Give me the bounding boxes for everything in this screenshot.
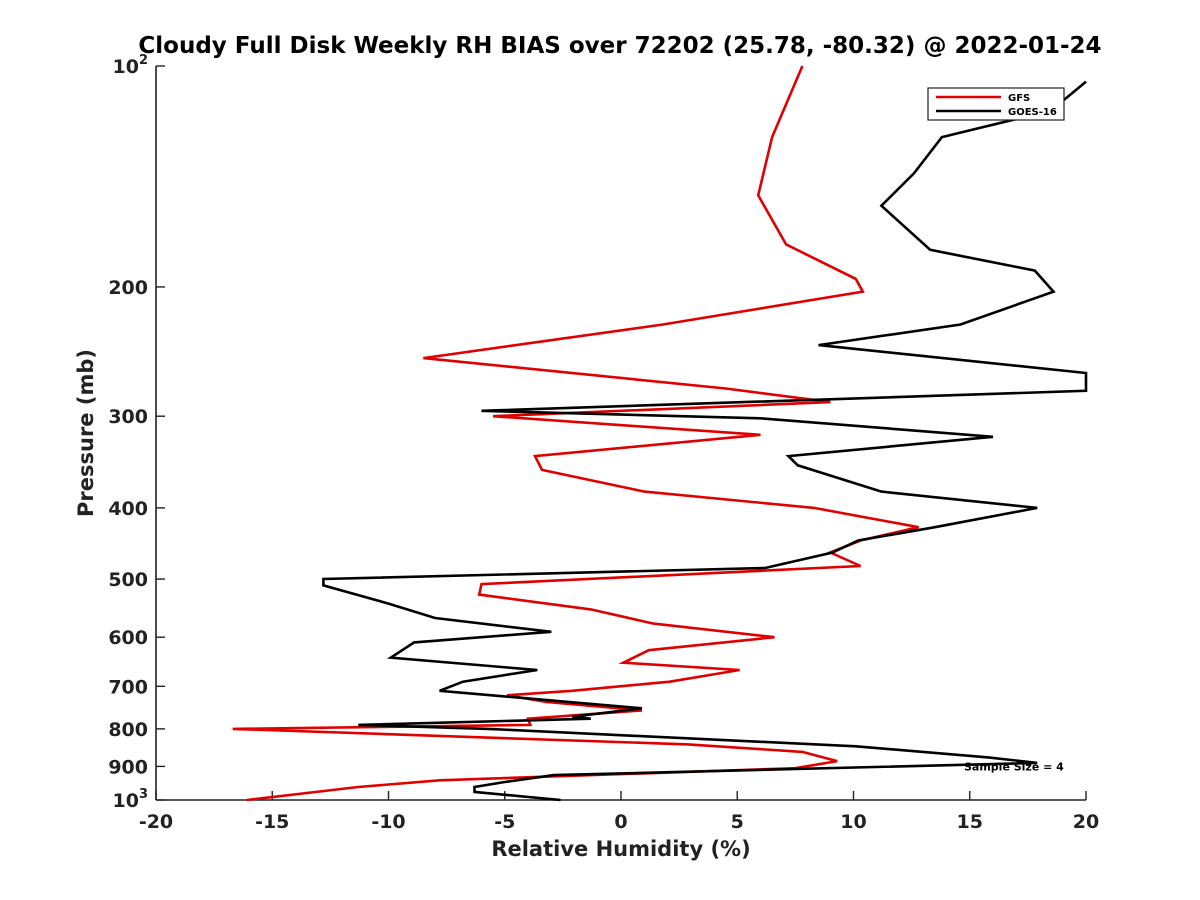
x-tick-label: 0 [614, 811, 627, 833]
chart-title: Cloudy Full Disk Weekly RH BIAS over 722… [138, 33, 1101, 59]
y-tick-label: 800 [108, 719, 148, 741]
x-tick-label: -10 [371, 811, 405, 833]
sample-size-annotation: Sample Size = 4 [964, 760, 1064, 773]
series-line-gfs [232, 65, 919, 802]
y-tick-label: 300 [108, 406, 148, 428]
series-line-goes-16 [322, 80, 1088, 802]
y-tick-label: 102 [113, 53, 149, 78]
legend-label: GOES-16 [1008, 107, 1057, 118]
x-tick-label: 15 [957, 811, 983, 833]
x-tick-label: -20 [139, 811, 173, 833]
x-axis-label: Relative Humidity (%) [491, 837, 750, 861]
x-tick-label: -5 [494, 811, 515, 833]
y-tick-label: 600 [108, 627, 148, 649]
y-axis-ticks: 102 200 300 400 500 600 700 800 900 103 [108, 53, 165, 812]
legend: GFS GOES-16 [927, 87, 1065, 121]
data-series [232, 65, 1088, 802]
y-tick-label: 500 [108, 569, 148, 591]
x-tick-label: 5 [731, 811, 744, 833]
legend-box [927, 87, 1065, 121]
y-axis-label: Pressure (mb) [74, 349, 98, 517]
annotations: Sample Size = 4 [964, 760, 1064, 773]
y-tick-label: 200 [108, 277, 148, 299]
x-tick-label: -15 [255, 811, 289, 833]
x-tick-label: 20 [1073, 811, 1099, 833]
legend-label: GFS [1008, 93, 1030, 104]
y-tick-label: 700 [108, 676, 148, 698]
y-tick-label: 900 [108, 756, 148, 778]
x-tick-label: 10 [840, 811, 866, 833]
y-tick-label: 103 [113, 787, 149, 812]
x-axis-ticks: -20 -15 -10 -5 0 5 10 15 20 [139, 791, 1099, 833]
y-tick-label: 400 [108, 498, 148, 520]
